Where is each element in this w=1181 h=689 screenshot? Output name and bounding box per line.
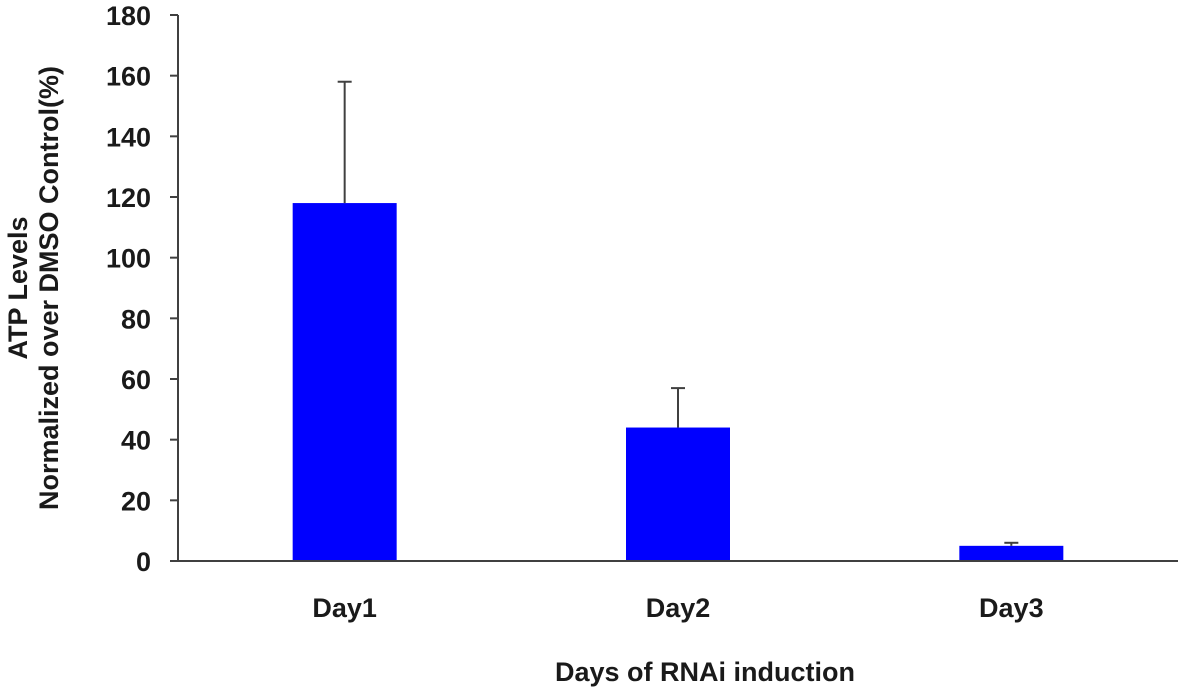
y-tick-label: 80 — [121, 304, 151, 334]
x-tick-label: Day2 — [646, 593, 711, 623]
y-axis-title-line2: Normalized over DMSO Control(%) — [34, 66, 64, 510]
x-axis-ticks: Day1 Day2 Day3 — [312, 593, 1043, 623]
y-tick-label: 160 — [106, 62, 151, 92]
bar-day2 — [626, 427, 730, 561]
y-tick-label: 180 — [106, 1, 151, 31]
y-axis-title: ATP LevelsNormalized over DMSO Control(%… — [3, 66, 64, 510]
x-tick-label: Day1 — [312, 593, 377, 623]
y-tick-label: 40 — [121, 426, 151, 456]
y-tick-label: 120 — [106, 183, 151, 213]
y-axis-title-line1: ATP Levels — [3, 216, 33, 359]
bar-day3 — [959, 545, 1064, 561]
error-bars — [337, 80, 1019, 546]
bar-day1 — [292, 203, 397, 562]
bars — [292, 203, 1064, 562]
y-tick-label: 140 — [106, 122, 151, 152]
y-tick-label: 20 — [121, 486, 151, 516]
x-axis-title: Days of RNAi induction — [555, 657, 855, 687]
y-tick-label: 100 — [106, 244, 151, 274]
y-tick-label: 60 — [121, 365, 151, 395]
y-axis-ticks: 0 20 40 60 80 100 120 140 160 180 — [106, 1, 178, 577]
x-tick-label: Day3 — [979, 593, 1044, 623]
y-tick-label: 0 — [136, 547, 151, 577]
